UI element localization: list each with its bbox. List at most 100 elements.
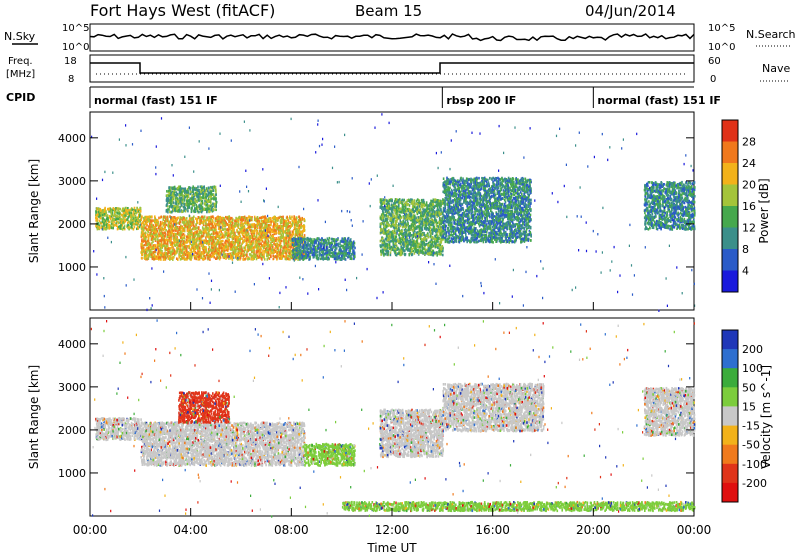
echo-cell bbox=[258, 243, 261, 246]
echo-cell bbox=[237, 219, 240, 222]
echo-cell bbox=[195, 217, 197, 220]
echo-cell bbox=[145, 250, 147, 253]
echo-cell bbox=[151, 242, 153, 245]
echo-cell bbox=[96, 219, 98, 223]
echo-cell bbox=[203, 189, 206, 192]
echo-cell bbox=[181, 238, 183, 241]
echo-cell bbox=[136, 225, 139, 229]
echo-cell bbox=[347, 237, 349, 241]
echo-cell bbox=[331, 243, 333, 247]
echo-cell bbox=[201, 239, 203, 243]
echo-cell bbox=[156, 257, 158, 260]
echo-cell bbox=[231, 225, 234, 229]
echo-cell bbox=[199, 248, 201, 251]
echo-cell bbox=[221, 228, 224, 231]
echo-cell bbox=[241, 221, 243, 225]
echo-cell bbox=[207, 189, 209, 192]
echo-cell bbox=[174, 193, 177, 197]
echo-cell bbox=[230, 243, 232, 247]
echo-cell bbox=[172, 229, 175, 232]
echo-cell bbox=[150, 232, 153, 236]
echo-cell bbox=[234, 231, 236, 235]
echo-cell bbox=[163, 222, 165, 225]
echo-cell bbox=[264, 238, 266, 242]
echo-cell bbox=[116, 217, 119, 221]
echo-cell bbox=[220, 230, 222, 233]
echo-cell bbox=[161, 221, 164, 225]
echo-cell bbox=[186, 254, 189, 257]
echo-cell bbox=[299, 221, 302, 224]
echo-cell bbox=[133, 219, 135, 223]
echo-cell bbox=[125, 218, 128, 221]
echo-cell bbox=[186, 201, 189, 204]
echo-cell bbox=[128, 227, 130, 231]
echo-cell bbox=[193, 242, 196, 245]
echo-cell bbox=[172, 207, 174, 210]
echo-cell bbox=[280, 233, 283, 237]
echo-cell bbox=[196, 221, 198, 225]
echo-cell bbox=[294, 223, 297, 226]
echo-cell bbox=[252, 223, 254, 226]
echo-cell bbox=[267, 249, 269, 252]
echo-cell bbox=[214, 208, 216, 211]
echo-cell bbox=[201, 215, 204, 219]
echo-cell bbox=[193, 224, 195, 228]
echo-cell bbox=[250, 218, 252, 221]
echo-cell bbox=[288, 221, 291, 224]
echo-cell bbox=[257, 247, 260, 250]
echo-cell bbox=[205, 254, 208, 257]
echo-cell bbox=[108, 224, 110, 227]
echo-cell bbox=[173, 227, 176, 230]
echo-cell bbox=[218, 246, 221, 250]
echo-cell bbox=[259, 242, 262, 245]
echo-cell bbox=[167, 239, 170, 242]
echo-cell bbox=[225, 221, 227, 224]
echo-cell bbox=[192, 217, 194, 221]
echo-cell bbox=[219, 222, 221, 225]
echo-cell bbox=[265, 231, 268, 235]
echo-cell bbox=[274, 239, 277, 243]
echo-cell bbox=[205, 187, 208, 190]
echo-cell bbox=[163, 255, 165, 259]
echo-cell bbox=[166, 197, 168, 200]
echo-cell bbox=[341, 244, 343, 248]
echo-cell bbox=[166, 248, 169, 251]
echo-cell bbox=[273, 243, 275, 246]
echo-cell bbox=[103, 218, 106, 222]
echo-cell bbox=[231, 258, 234, 261]
echo-cell bbox=[185, 252, 188, 255]
cpid-segment-label: normal (fast) 151 IF bbox=[597, 94, 721, 107]
echo-cell bbox=[171, 190, 173, 194]
echo-cell bbox=[169, 235, 172, 239]
echo-cell bbox=[253, 249, 255, 252]
echo-cell bbox=[214, 195, 216, 199]
echo-cell bbox=[182, 242, 185, 246]
echo-cell bbox=[120, 213, 123, 217]
echo-cell bbox=[208, 236, 210, 239]
echo-cell bbox=[123, 219, 126, 223]
echo-cell bbox=[207, 230, 210, 234]
echo-cell bbox=[205, 250, 207, 253]
echo-cell bbox=[316, 244, 319, 248]
echo-cell bbox=[165, 229, 167, 232]
echo-cell bbox=[185, 208, 187, 211]
echo-cell bbox=[192, 201, 195, 204]
echo-cell bbox=[240, 248, 242, 251]
echo-cell bbox=[249, 223, 251, 227]
echo-cell bbox=[191, 220, 193, 223]
echo-cell bbox=[335, 254, 337, 258]
echo-cell bbox=[179, 258, 182, 261]
echo-cell bbox=[324, 240, 327, 244]
echo-cell bbox=[266, 254, 268, 258]
echo-cell bbox=[247, 246, 250, 250]
echo-cell bbox=[164, 238, 167, 242]
echo-cell bbox=[249, 237, 251, 241]
echo-cell bbox=[204, 195, 207, 199]
echo-cell bbox=[173, 185, 176, 189]
echo-cell bbox=[172, 209, 175, 212]
echo-cell bbox=[144, 248, 147, 251]
echo-cell bbox=[264, 240, 267, 244]
echo-cell bbox=[234, 246, 237, 249]
echo-cell bbox=[181, 191, 183, 194]
echo-cell bbox=[182, 197, 185, 200]
